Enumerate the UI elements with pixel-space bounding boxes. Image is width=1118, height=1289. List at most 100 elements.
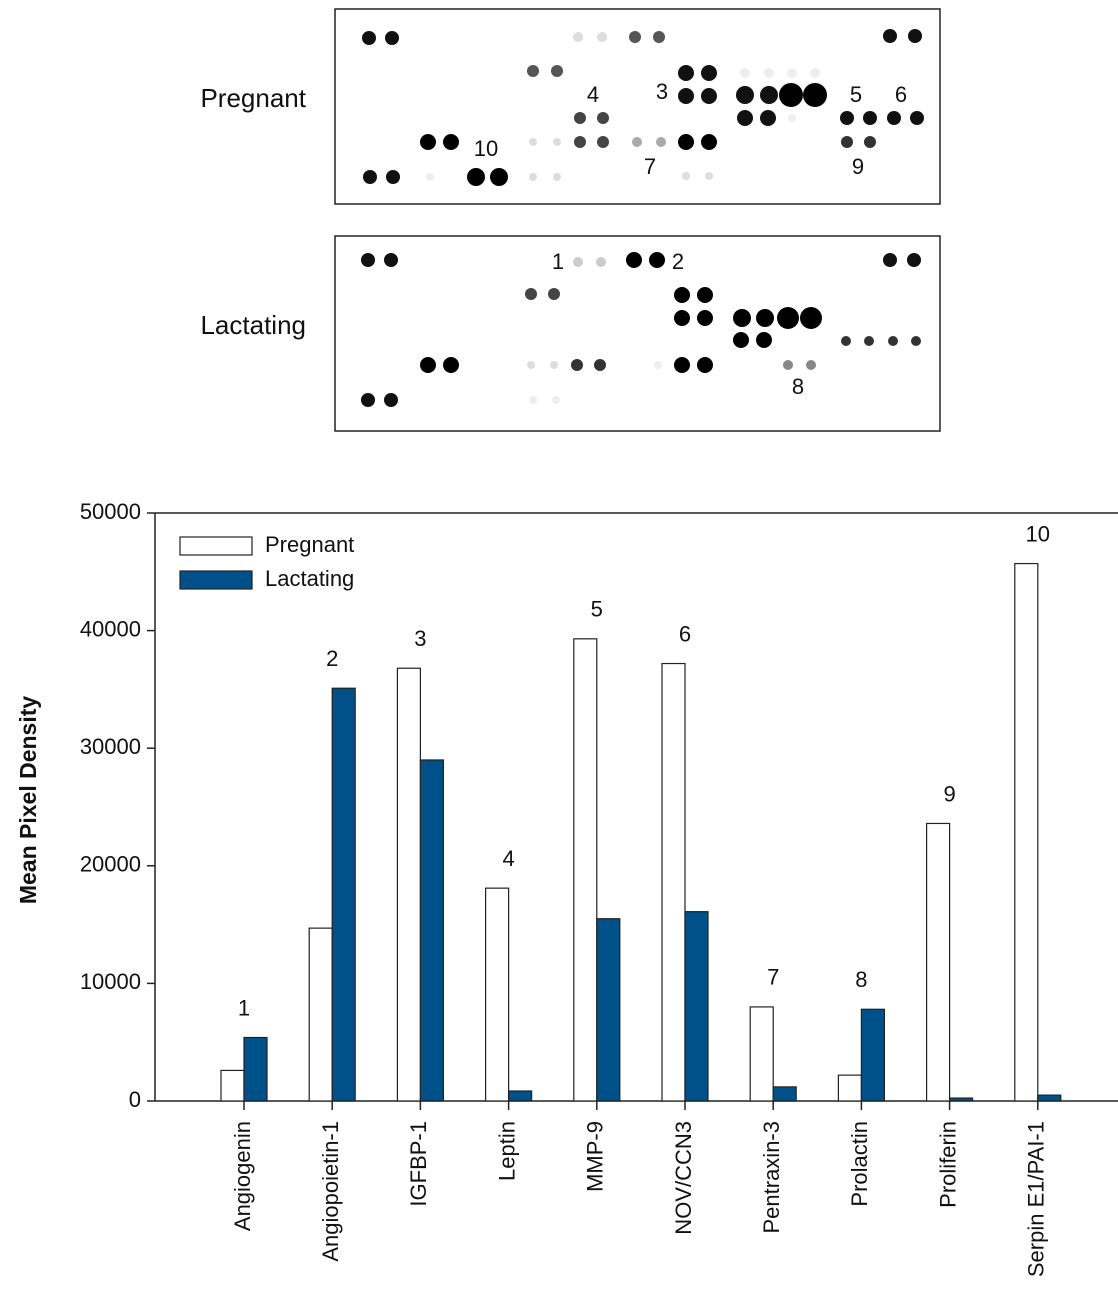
blot-annotation: 8 xyxy=(792,374,804,399)
y-tick-label: 20000 xyxy=(80,852,141,877)
blot-dot xyxy=(740,68,750,78)
blot-dot xyxy=(573,32,583,42)
blot-dot xyxy=(777,307,799,329)
blot-dot xyxy=(571,359,583,371)
blot-dot xyxy=(910,111,924,125)
blot-dot xyxy=(384,253,398,267)
blot-dot xyxy=(733,309,751,327)
blot-dot xyxy=(525,288,537,300)
blot-dot xyxy=(573,257,583,267)
blot-dot xyxy=(678,65,694,81)
blot-dot xyxy=(529,173,537,181)
blot-dot xyxy=(864,136,876,148)
blot-dot xyxy=(800,307,822,329)
bar-annotation: 1 xyxy=(238,995,250,1020)
blot-dot xyxy=(697,357,713,373)
bar xyxy=(485,887,510,1102)
blot-dot xyxy=(701,65,717,81)
x-tick-label: Pentraxin-3 xyxy=(759,1121,784,1234)
bar-annotation: 9 xyxy=(943,781,955,806)
bar xyxy=(1037,1094,1062,1102)
x-tick-label: Serpin E1/PAI-1 xyxy=(1024,1121,1049,1277)
bar xyxy=(596,918,621,1102)
blot-dot xyxy=(386,170,400,184)
bar xyxy=(837,1074,863,1102)
blot-frame xyxy=(334,235,941,432)
bar xyxy=(661,662,686,1102)
y-tick-label: 0 xyxy=(129,1087,141,1112)
bar-annotation: 6 xyxy=(679,621,691,646)
blot-dot xyxy=(674,310,690,326)
blot-dot xyxy=(783,360,793,370)
blot-dot xyxy=(682,172,690,180)
blot-dot xyxy=(887,111,901,125)
legend-label: Lactating xyxy=(265,566,354,591)
blot-dot xyxy=(908,29,922,43)
blot-annotation: 1 xyxy=(552,249,564,274)
blot-dot xyxy=(443,357,459,373)
blot-dot xyxy=(362,31,376,45)
bar-annotation: 2 xyxy=(326,646,338,671)
bar xyxy=(684,911,709,1102)
x-tick-label: Angiopoietin-1 xyxy=(318,1121,343,1262)
blot-dot xyxy=(384,393,398,407)
blot-dots xyxy=(361,29,924,407)
blot-dot xyxy=(841,336,851,346)
blot-dot xyxy=(736,86,754,104)
blot-dot xyxy=(697,287,713,303)
blot-dot xyxy=(385,31,399,45)
blot-dot xyxy=(420,357,436,373)
blot-dot xyxy=(760,110,776,126)
bar xyxy=(419,759,444,1102)
blot-dot xyxy=(788,114,796,122)
blot-dot xyxy=(594,359,606,371)
x-tick-label: IGFBP-1 xyxy=(406,1121,431,1207)
blot-dot xyxy=(701,134,717,150)
blot-dot xyxy=(697,310,713,326)
blot-dot xyxy=(443,134,459,150)
blot-dot xyxy=(574,136,586,148)
blot-dot xyxy=(653,31,665,43)
y-tick-label: 40000 xyxy=(80,616,141,641)
blot-annotation: 6 xyxy=(895,82,907,107)
blot-dot xyxy=(656,137,666,147)
blot-dot xyxy=(888,336,898,346)
bar xyxy=(308,927,333,1102)
blot-dot xyxy=(420,134,436,150)
blot-dot xyxy=(529,396,537,404)
bar xyxy=(508,1090,533,1102)
x-tick-label: Prolactin xyxy=(847,1121,872,1207)
blot-annotation: 10 xyxy=(474,136,498,161)
blot-label: Pregnant xyxy=(200,83,306,113)
bar xyxy=(948,1097,974,1102)
blot-dot xyxy=(737,110,753,126)
blot-dot xyxy=(553,173,561,181)
blot-annotation: 4 xyxy=(587,82,599,107)
blot-dot xyxy=(597,136,609,148)
blot-dot xyxy=(907,253,921,267)
blot-dot xyxy=(760,86,778,104)
blot-dot xyxy=(674,287,690,303)
blot-dot xyxy=(674,357,690,373)
blot-annotation: 9 xyxy=(852,154,864,179)
blot-dot xyxy=(806,360,816,370)
blot-dot xyxy=(490,168,508,186)
blot-dot xyxy=(426,173,434,181)
blot-annotation: 3 xyxy=(656,79,668,104)
blot-dot xyxy=(529,138,537,146)
blot-dot xyxy=(597,32,607,42)
blot-dot xyxy=(810,68,820,78)
bar-annotation: 3 xyxy=(414,626,426,651)
blot-dot xyxy=(363,170,377,184)
blot-dot xyxy=(629,31,641,43)
blot-dot xyxy=(678,134,694,150)
blot-dot xyxy=(701,88,717,104)
legend-swatch xyxy=(179,570,253,590)
blot-dot xyxy=(574,112,586,124)
blot-dot xyxy=(527,65,539,77)
x-tick-label: Proliferin xyxy=(935,1121,960,1208)
blot-dot xyxy=(678,88,694,104)
bar xyxy=(331,687,356,1102)
bar-annotation: 5 xyxy=(591,597,603,622)
blot-dot xyxy=(632,137,642,147)
